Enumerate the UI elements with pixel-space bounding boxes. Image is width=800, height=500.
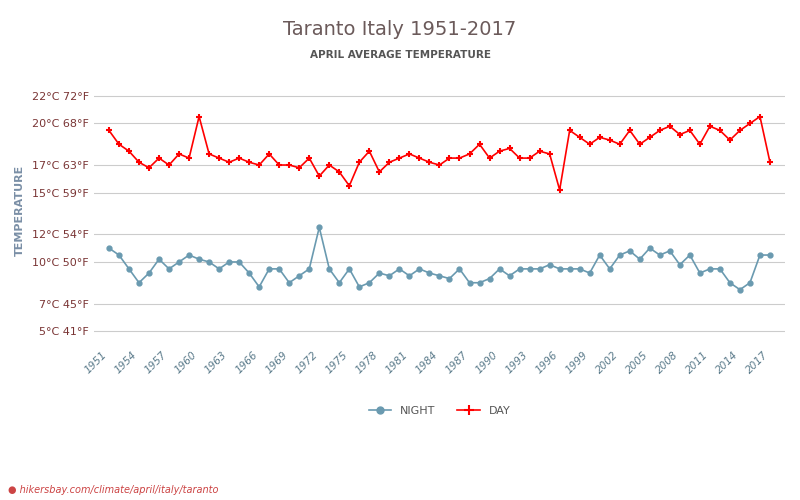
Y-axis label: TEMPERATURE: TEMPERATURE — [15, 164, 25, 256]
Text: ● hikersbay.com/climate/april/italy/taranto: ● hikersbay.com/climate/april/italy/tara… — [8, 485, 218, 495]
Legend: NIGHT, DAY: NIGHT, DAY — [364, 402, 514, 420]
Text: APRIL AVERAGE TEMPERATURE: APRIL AVERAGE TEMPERATURE — [310, 50, 490, 60]
Text: Taranto Italy 1951-2017: Taranto Italy 1951-2017 — [283, 20, 517, 39]
